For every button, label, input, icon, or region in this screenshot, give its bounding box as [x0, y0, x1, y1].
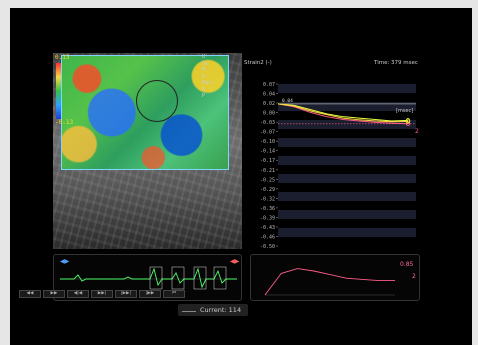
- strain-series-line: [277, 103, 409, 122]
- y-tick-label: -0.14: [260, 149, 275, 155]
- y-tick-label: 0.00: [263, 111, 275, 117]
- ecg-line: [60, 267, 237, 289]
- frame-icon: [182, 307, 196, 312]
- segment-label: Bqrs: [202, 80, 215, 86]
- scale-top-value: 0.13: [55, 54, 70, 61]
- y-tick-label: 0.07: [263, 82, 275, 88]
- grid-band: [278, 174, 416, 183]
- segment-label: P: [202, 93, 206, 99]
- curve-annotation: 0.04: [282, 98, 293, 104]
- y-tick-label: -0.46: [260, 234, 275, 240]
- y-tick-label: -0.39: [260, 215, 275, 221]
- y-tick-label: -0.36: [260, 206, 275, 212]
- playback-button[interactable]: ◀◀: [19, 290, 41, 298]
- playback-button[interactable]: ◀|◀: [67, 290, 89, 298]
- segment-label: U: [202, 54, 206, 60]
- segment-label: A: [202, 86, 206, 93]
- grid-band: [278, 192, 416, 201]
- prev-cycle-icon[interactable]: ◀▶: [60, 258, 70, 265]
- ultrasound-workstation-screen: 0.13 -0.13 U SG M D Bqrs A P Strain2 (-) Time:…: [10, 8, 472, 345]
- grid-band: [278, 102, 416, 111]
- playback-button[interactable]: |▶▶: [139, 290, 161, 298]
- segment-labels: U SG M D Bqrs A P: [202, 54, 214, 100]
- frame-marker[interactable]: [193, 266, 207, 290]
- ultrasound-image-panel[interactable]: 0.13 -0.13: [53, 53, 242, 249]
- graph-title: Strain2 (-): [244, 60, 272, 66]
- mini-strain-panel: 0.85 2: [250, 254, 420, 301]
- segment-label: M: [202, 67, 206, 73]
- x-unit-label: [msec]: [396, 108, 413, 114]
- y-tick-label: -0.29: [260, 187, 275, 193]
- frame-marker[interactable]: [171, 266, 185, 290]
- grid-band: [278, 120, 416, 129]
- y-tick-label: -0.32: [260, 196, 275, 202]
- segment-label: SG: [202, 60, 209, 67]
- strain-roi-overlay[interactable]: [61, 55, 229, 170]
- series-end-marker: [405, 119, 411, 124]
- mini-strain-chart: [264, 268, 395, 296]
- grid-band: [278, 156, 416, 165]
- strain-graph-panel: Strain2 (-) Time: 379 msec 0.07 0.04 0.02 0…: [244, 60, 420, 250]
- y-tick-label: -0.21: [260, 168, 275, 174]
- y-tick-label: -0.07: [260, 130, 275, 136]
- strain-color-scale: [56, 63, 61, 119]
- grid-band: [278, 84, 416, 93]
- strain-series-line: [277, 103, 409, 125]
- playback-button[interactable]: ▶▶|: [91, 290, 113, 298]
- grid-band: [278, 210, 416, 219]
- mini-max-value: 0.85: [400, 261, 414, 268]
- ecg-trace: [60, 266, 237, 290]
- strain-series-line: [277, 103, 409, 123]
- segment-label: D: [202, 73, 206, 80]
- frame-marker[interactable]: [149, 266, 163, 290]
- y-tick-label: -0.43: [260, 225, 275, 231]
- next-cycle-icon[interactable]: ◀▶: [230, 258, 240, 265]
- scale-bottom-value: -0.13: [55, 119, 74, 126]
- y-tick-label: -0.17: [260, 158, 275, 164]
- y-tick-label: -0.03: [260, 120, 275, 126]
- time-readout: Time: 379 msec: [374, 60, 418, 66]
- current-frame-label: Current: 114: [200, 306, 242, 314]
- roi-circle-marker[interactable]: [136, 80, 178, 122]
- frame-marker[interactable]: [213, 266, 227, 290]
- current-frame-indicator: Current: 114: [178, 304, 248, 316]
- playback-button[interactable]: |▶▶|: [115, 290, 137, 298]
- y-tick-label: 0.02: [263, 101, 275, 107]
- mini-strain-line: [264, 268, 395, 296]
- y-tick-label: -0.10: [260, 139, 275, 145]
- grid-band: [278, 228, 416, 237]
- playback-button[interactable]: ⏮: [163, 290, 185, 298]
- y-tick-label: 0.04: [263, 92, 275, 98]
- series-end-label: 2: [415, 128, 419, 135]
- grid-band: [278, 138, 416, 147]
- strain-chart: 0.07 0.04 0.02 0.00 -0.03 -0.07 -0.10 -0.14 -0.1…: [260, 82, 419, 250]
- y-tick-label: -0.25: [260, 177, 275, 183]
- mini-series-tag: 2: [412, 273, 416, 280]
- playback-controls: ◀◀ ▶▶ ◀|◀ ▶▶| |▶▶| |▶▶ ⏮: [19, 290, 185, 298]
- y-tick-label: -0.50: [260, 244, 275, 250]
- playback-button[interactable]: ▶▶: [43, 290, 65, 298]
